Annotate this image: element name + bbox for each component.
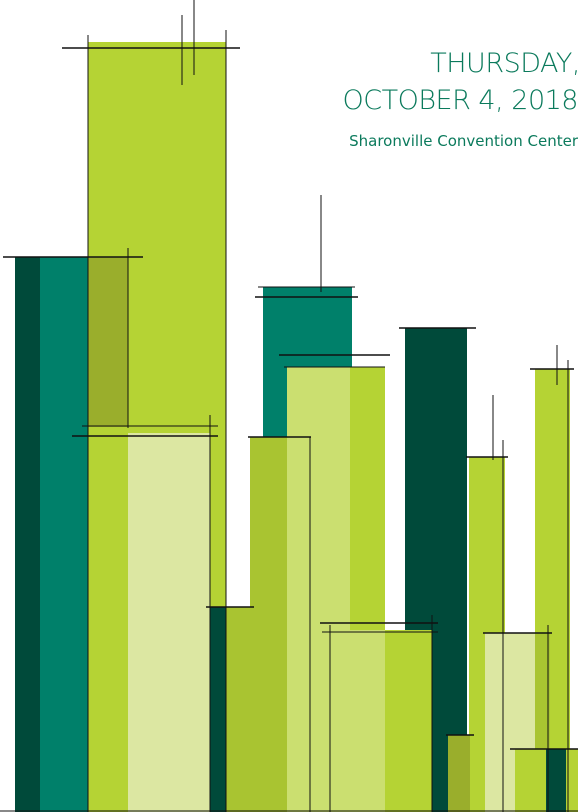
date: OCTOBER 4, 2018 <box>343 85 578 116</box>
day: THURSDAY, <box>430 48 578 79</box>
venue: Sharonville Convention Center <box>349 132 578 150</box>
skyline <box>15 42 578 812</box>
